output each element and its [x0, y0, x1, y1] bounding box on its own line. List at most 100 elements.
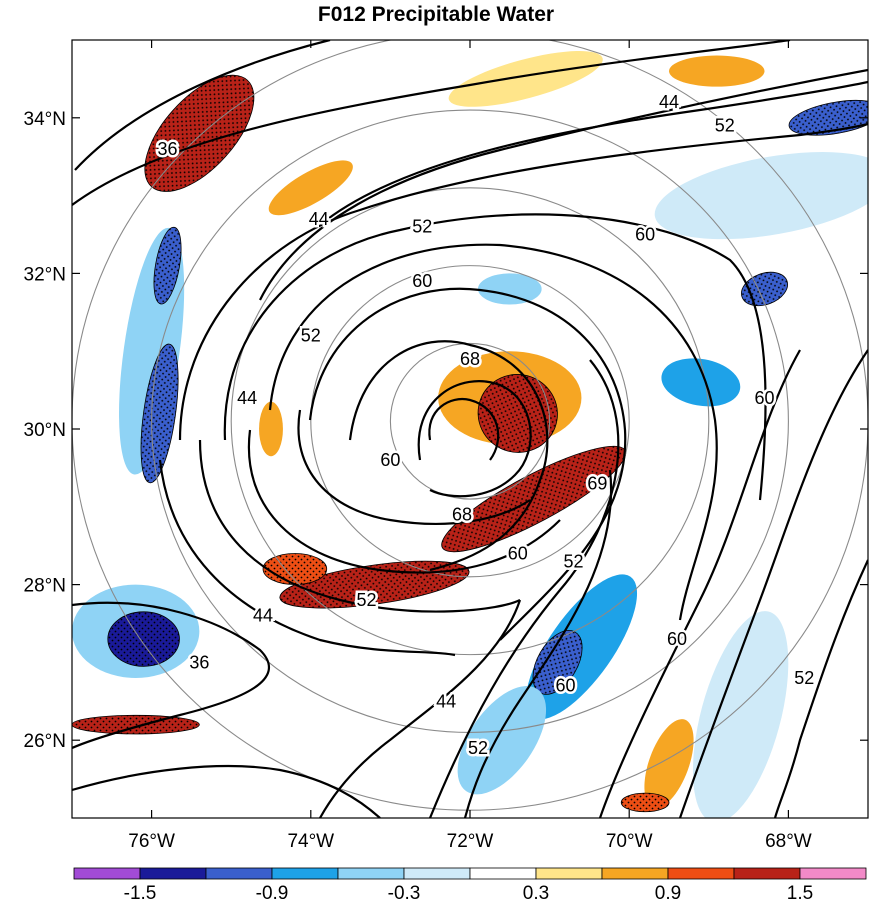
colorbar-swatch [205, 867, 273, 880]
anomaly-region [661, 358, 741, 407]
contour-label: 44 [253, 606, 273, 626]
contour-line [297, 409, 531, 525]
contour-line [72, 601, 270, 750]
colorbar-swatch [271, 867, 339, 880]
contour-label: 44 [436, 691, 456, 711]
significance-stipple [620, 792, 670, 813]
contour-line [678, 349, 868, 818]
contour-label: 60 [380, 450, 400, 470]
contour-line [598, 349, 801, 818]
contour-label: 52 [412, 217, 432, 237]
contour-line [319, 80, 868, 226]
anomaly-fill-layer [72, 51, 868, 818]
contour-label: 44 [309, 209, 329, 229]
x-tick-label: 76°W [128, 831, 175, 852]
contour-label: 68 [452, 505, 472, 525]
significance-stipple [140, 343, 179, 484]
colorbar-swatch [535, 867, 603, 880]
x-tick-label: 72°W [447, 831, 494, 852]
range-ring [389, 342, 551, 500]
contour-label: 52 [301, 326, 321, 346]
contour-line [268, 243, 718, 621]
contour-line [158, 459, 456, 657]
colorbar-label: -0.3 [388, 883, 421, 900]
contour-line [223, 213, 767, 501]
contour-line [428, 359, 620, 818]
contour-label: 36 [158, 139, 178, 159]
y-tick-label: 34°N [24, 109, 66, 130]
contour-label: 36 [189, 652, 209, 672]
y-tick-label: 28°N [24, 576, 66, 597]
anomaly-region [692, 611, 789, 818]
significance-stipple [107, 611, 180, 667]
map-plot-area: 36 44 52 44 52 60 60 68 52 44 60 68 60 69 52 60 52 44 36 60… [72, 40, 868, 818]
colorbar: -1.5 -0.9 -0.3 0.3 0.9 1.5 [73, 867, 867, 900]
contour-line [74, 40, 331, 171]
contour-label: 44 [237, 388, 257, 408]
contour-label: 60 [667, 629, 687, 649]
x-tick-label: 74°W [287, 831, 334, 852]
x-tick-label: 68°W [765, 831, 812, 852]
contour-line [72, 40, 791, 206]
contour-line [773, 559, 868, 818]
anomaly-region [457, 686, 547, 795]
y-axis: 26°N 28°N 30°N 32°N 34°N [24, 109, 868, 752]
anomaly-region [259, 401, 283, 457]
x-axis: 76°W 74°W 72°W 70°W 68°W [128, 40, 812, 852]
contour-label: 60 [508, 543, 528, 563]
colorbar-swatch [139, 867, 207, 880]
contour-labels: 36 44 52 44 52 60 60 68 52 44 60 68 60 69 52 60 52 44 36 60… [155, 90, 817, 761]
anomaly-region [654, 152, 868, 240]
colorbar-swatch [337, 867, 405, 880]
contour-line [178, 122, 868, 441]
range-ring [310, 265, 630, 578]
contour-label: 68 [460, 349, 480, 369]
significance-stipple [153, 226, 182, 305]
anomaly-region [644, 719, 694, 808]
contour-label: 60 [755, 388, 775, 408]
contour-label: 52 [715, 116, 735, 136]
colorbar-label: 0.9 [655, 883, 681, 900]
range-ring [230, 187, 710, 656]
contour-line [247, 429, 561, 574]
contour-label: 44 [659, 92, 679, 112]
contour-label: 52 [468, 738, 488, 758]
chart-title: F012 Precipitable Water [318, 3, 554, 26]
colorbar-label: -1.5 [124, 883, 157, 900]
colorbar-swatch [799, 867, 867, 880]
precipitable-water-contours [72, 40, 868, 818]
colorbar-swatch [73, 867, 141, 880]
contour-line [72, 764, 381, 818]
anomaly-region [669, 55, 765, 87]
anomaly-region [477, 273, 542, 305]
x-tick-label: 70°W [606, 831, 653, 852]
colorbar-label: -0.9 [256, 883, 289, 900]
anomaly-region [448, 51, 603, 107]
contour-line [428, 397, 500, 461]
contour-line [417, 380, 532, 498]
significance-stipple [72, 714, 200, 735]
y-tick-label: 32°N [24, 264, 66, 285]
contour-line [463, 469, 613, 818]
contour-label: 60 [635, 225, 655, 245]
anomaly-region [268, 160, 353, 216]
contour-label: 69 [587, 473, 607, 493]
contour-label: 52 [794, 668, 814, 688]
contour-label: 52 [357, 590, 377, 610]
y-tick-label: 30°N [24, 420, 66, 441]
colorbar-swatch [601, 867, 669, 880]
contour-line [259, 68, 868, 301]
y-tick-label: 26°N [24, 731, 66, 752]
colorbar-swatch [733, 867, 801, 880]
contour-label: 60 [412, 271, 432, 291]
contour-line [308, 287, 627, 641]
contour-line [348, 340, 549, 572]
contour-line [198, 439, 521, 613]
contour-label: 52 [563, 551, 583, 571]
colorbar-swatch [469, 867, 537, 880]
colorbar-label: 0.3 [523, 883, 549, 900]
range-ring [151, 109, 789, 733]
colorbar-label: 1.5 [787, 883, 813, 900]
colorbar-swatch [403, 867, 471, 880]
